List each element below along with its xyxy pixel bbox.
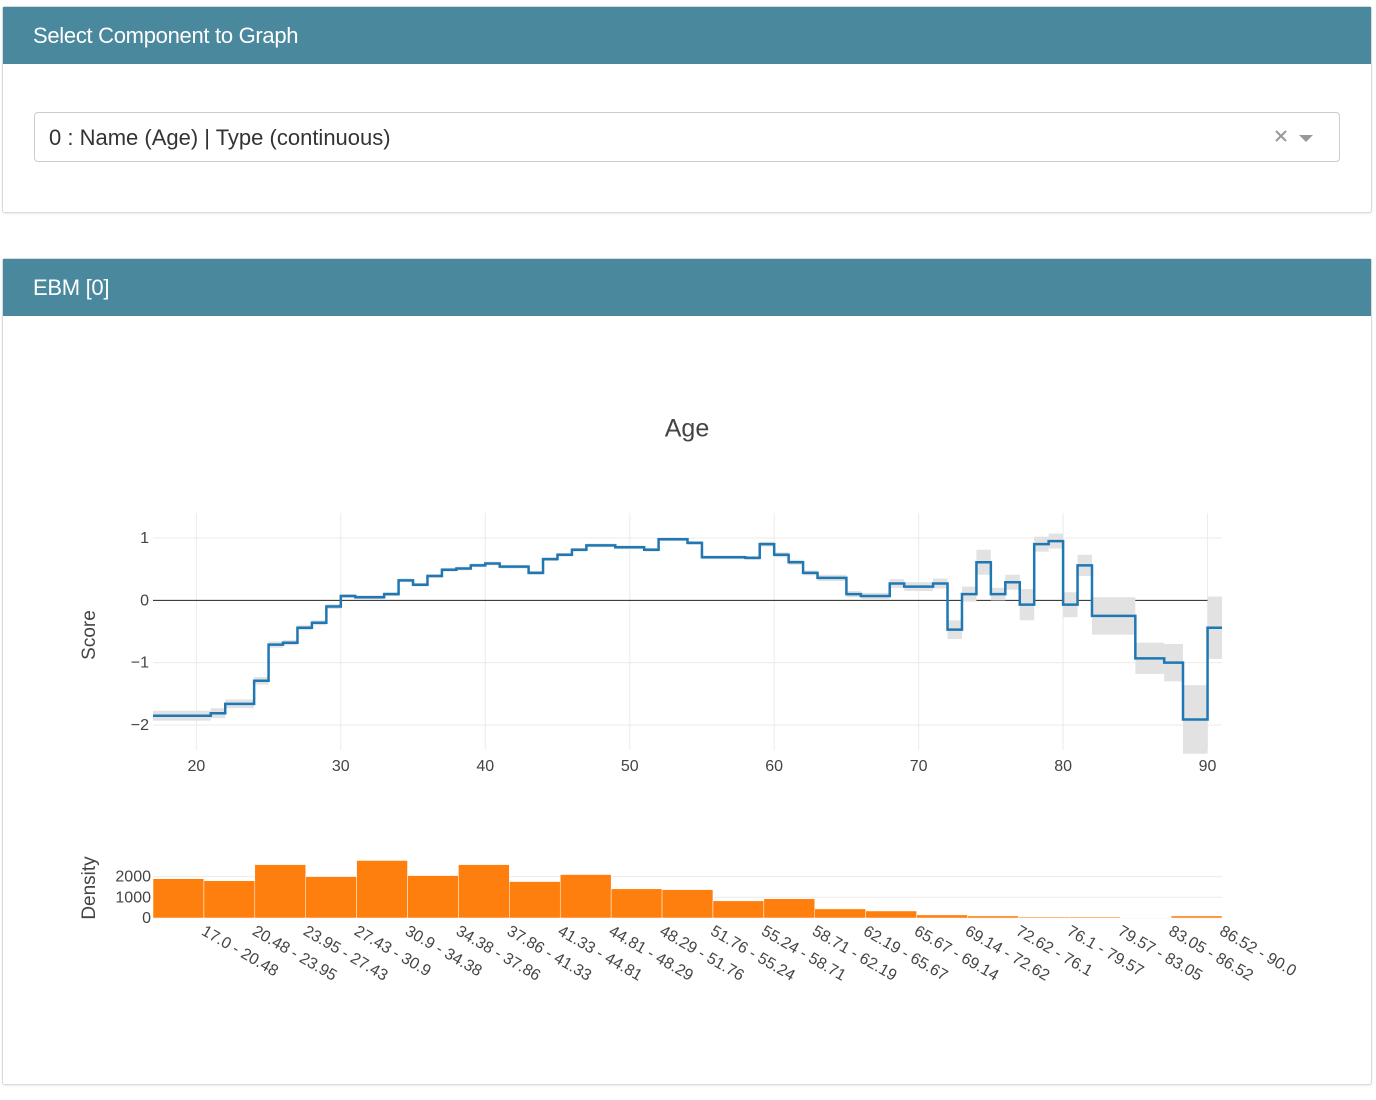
bar xyxy=(661,889,714,919)
dropdown-value: 0 : Name (Age) | Type (continuous) xyxy=(49,125,391,150)
bar xyxy=(814,908,866,919)
dropdown-icons xyxy=(1275,130,1313,142)
bar xyxy=(610,888,663,919)
clear-icon[interactable] xyxy=(1275,130,1287,142)
bar xyxy=(1018,916,1070,919)
caret-icon[interactable] xyxy=(1299,135,1313,142)
x-tick-label: 80 xyxy=(1054,758,1072,775)
y-tick-label: 1 xyxy=(140,530,149,547)
chart-title: Age xyxy=(665,415,709,443)
select-panel: Select Component to Graph 0 : Name (Age)… xyxy=(2,6,1372,213)
y-axis-label: Score xyxy=(79,610,100,660)
bar xyxy=(254,864,306,919)
y-tick-label: 1000 xyxy=(115,889,151,906)
bar xyxy=(763,898,816,919)
bar xyxy=(356,860,408,919)
bar xyxy=(509,881,561,919)
x-tick-label: 70 xyxy=(910,758,928,775)
bar xyxy=(1170,915,1223,919)
x-tick-label: 30 xyxy=(332,758,350,775)
panel-header: EBM [0] xyxy=(3,259,1371,316)
panel-header: Select Component to Graph xyxy=(3,7,1371,64)
y-tick-label: 2000 xyxy=(115,869,151,886)
bar xyxy=(203,880,256,919)
component-dropdown[interactable]: 0 : Name (Age) | Type (continuous) xyxy=(34,112,1340,162)
bar xyxy=(152,878,205,919)
bar xyxy=(865,910,917,919)
bar xyxy=(407,875,459,919)
bar xyxy=(305,876,357,919)
x-tick-label: 60 xyxy=(765,758,783,775)
y-tick-label: −2 xyxy=(131,717,149,734)
bar xyxy=(1069,916,1121,919)
x-tick-label: 50 xyxy=(621,758,639,775)
bar xyxy=(458,864,510,919)
bar xyxy=(559,874,612,919)
x-tick-label: 90 xyxy=(1199,758,1217,775)
x-tick-label: 20 xyxy=(187,758,205,775)
bar xyxy=(712,900,765,919)
y-tick-label: 0 xyxy=(140,592,149,609)
score-line xyxy=(153,537,1222,721)
bar xyxy=(916,914,968,919)
y-tick-label: 0 xyxy=(142,910,151,927)
bar xyxy=(967,915,1019,919)
y-tick-label: −1 xyxy=(131,655,149,672)
x-tick-label: 40 xyxy=(476,758,494,775)
y-axis-label: Density xyxy=(79,856,100,920)
